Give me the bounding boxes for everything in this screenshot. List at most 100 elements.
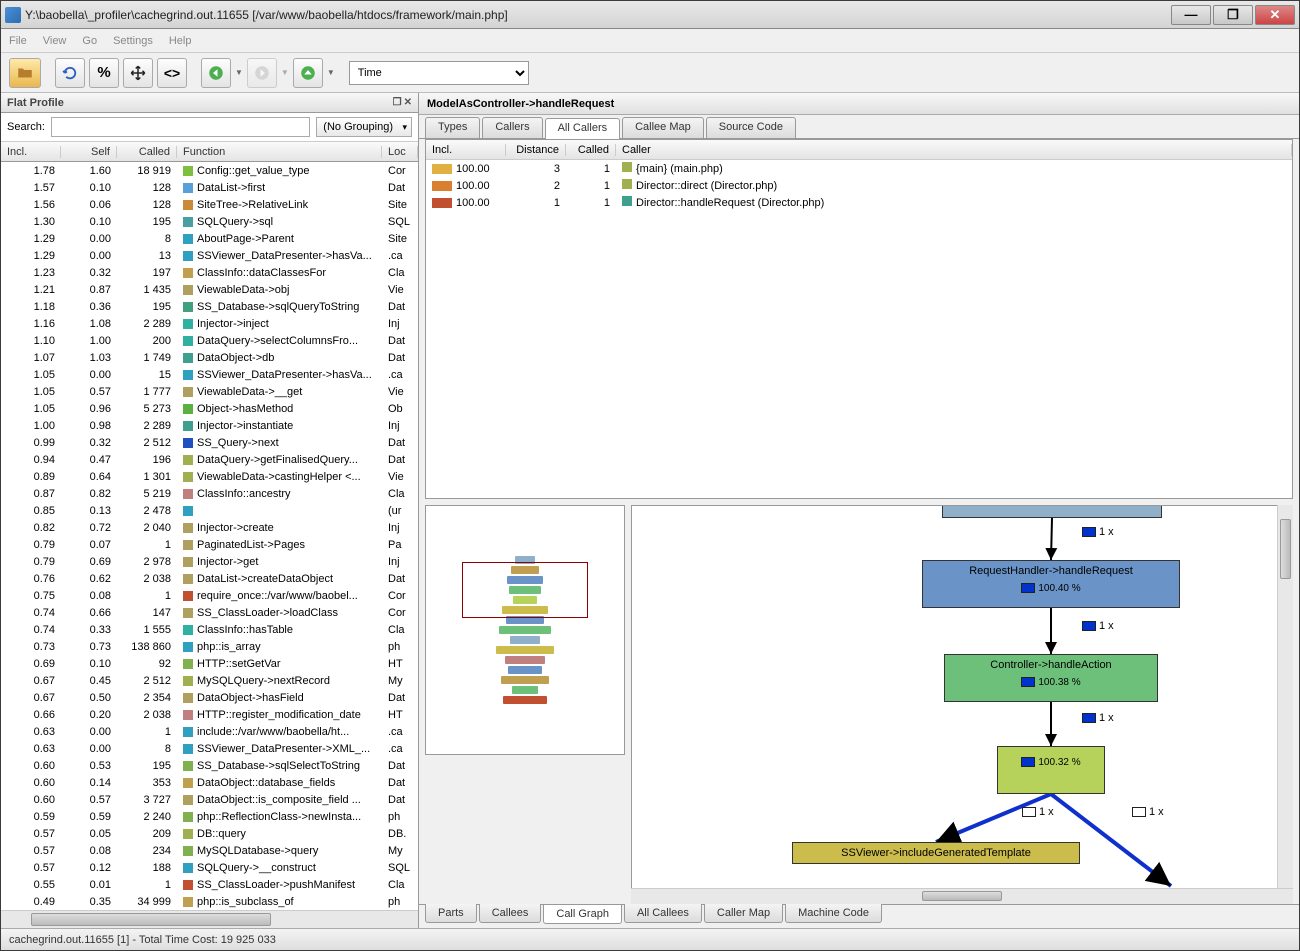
col-caller-name[interactable]: Caller [616,144,1292,156]
cost-type-select[interactable]: Time [349,61,529,85]
table-row[interactable]: 0.570.05209DB::queryDB. [1,825,418,842]
table-row[interactable]: 0.820.722 040Injector->create Inj [1,519,418,536]
col-function[interactable]: Function [177,146,382,158]
detach-icon[interactable]: ❐ [393,97,402,108]
maximize-button[interactable]: ❐ [1213,5,1253,25]
table-row[interactable]: 1.570.10128DataList->first Dat [1,179,418,196]
menu-file[interactable]: File [9,35,27,47]
table-row[interactable]: 0.730.73138 860php::is_arrayph [1,638,418,655]
caller-row[interactable]: 100.0031{main} (main.php) [426,160,1292,177]
table-row[interactable]: 0.630.001include::/var/www/baobella/ht..… [1,723,418,740]
percent-button[interactable]: % [89,58,119,88]
table-row[interactable]: 1.781.6018 919Config::get_value_typeCor [1,162,418,179]
table-row[interactable]: 0.750.081require_once::/var/www/baobel..… [1,587,418,604]
top-tabs: TypesCallersAll CallersCallee MapSource … [419,115,1299,139]
close-panel-icon[interactable]: ✕ [404,97,412,108]
table-row[interactable]: 0.990.322 512SS_Query->nextDat [1,434,418,451]
menu-go[interactable]: Go [82,35,97,47]
bottom-tab-machine-code[interactable]: Machine Code [785,904,882,923]
table-row[interactable]: 1.300.10195SQLQuery->sqlSQL [1,213,418,230]
col-self[interactable]: Self [61,146,117,158]
close-button[interactable]: ✕ [1255,5,1295,25]
table-row[interactable]: 0.590.592 240php::ReflectionClass->newIn… [1,808,418,825]
graph-node[interactable]: 100.32 % [997,746,1105,794]
table-row[interactable]: 0.600.14353DataObject::database_fields D… [1,774,418,791]
graph-node[interactable]: SSViewer->includeGeneratedTemplate [792,842,1080,864]
graph-node[interactable]: Controller->handleAction100.38 % [944,654,1158,702]
table-row[interactable]: 0.600.573 727DataObject::is_composite_fi… [1,791,418,808]
move-icon[interactable] [123,58,153,88]
tab-callers[interactable]: Callers [482,117,542,138]
table-row[interactable]: 1.210.871 435ViewableData->obj Vie [1,281,418,298]
table-row[interactable]: 1.071.031 749DataObject->db Dat [1,349,418,366]
search-input[interactable] [51,117,310,137]
grouping-select[interactable]: (No Grouping) [316,117,412,137]
open-button[interactable] [9,58,41,88]
call-graph[interactable]: RequestHandler->handleRequest100.40 % Con… [631,505,1277,888]
reload-button[interactable] [55,58,85,88]
bottom-tab-all-callees[interactable]: All Callees [624,904,702,923]
collapse-icon[interactable]: <> [157,58,187,88]
tab-all-callers[interactable]: All Callers [545,118,621,139]
table-row[interactable]: 1.161.082 289Injector->inject Inj [1,315,418,332]
forward-button[interactable] [247,58,277,88]
graph-node[interactable] [942,505,1162,518]
table-row[interactable]: 0.870.825 219ClassInfo::ancestry Cla [1,485,418,502]
table-row[interactable]: 0.490.3534 999php::is_subclass_ofph [1,893,418,910]
table-row[interactable]: 1.000.982 289Injector->instantiate Inj [1,417,418,434]
table-row[interactable]: 0.600.53195SS_Database->sqlSelectToStrin… [1,757,418,774]
table-row[interactable]: 0.740.66147SS_ClassLoader->loadClass Cor [1,604,418,621]
minimize-button[interactable]: — [1171,5,1211,25]
menu-view[interactable]: View [43,35,67,47]
table-row[interactable]: 0.550.011SS_ClassLoader->pushManifestCla [1,876,418,893]
table-row[interactable]: 1.290.0013SSViewer_DataPresenter->hasVa.… [1,247,418,264]
table-row[interactable]: 1.050.965 273Object->hasMethodOb [1,400,418,417]
flat-profile-body[interactable]: 1.781.6018 919Config::get_value_typeCor1… [1,162,418,910]
menu-help[interactable]: Help [169,35,192,47]
table-row[interactable]: 1.050.0015SSViewer_DataPresenter->hasVa.… [1,366,418,383]
col-incl[interactable]: Incl. [1,146,61,158]
minimap[interactable] [425,505,625,755]
table-row[interactable]: 0.630.008SSViewer_DataPresenter->XML_...… [1,740,418,757]
menu-settings[interactable]: Settings [113,35,153,47]
table-row[interactable]: 1.180.36195SS_Database->sqlQueryToString… [1,298,418,315]
bottom-tab-caller-map[interactable]: Caller Map [704,904,783,923]
table-row[interactable]: 1.230.32197ClassInfo::dataClassesFor Cla [1,264,418,281]
bottom-tab-call-graph[interactable]: Call Graph [543,905,622,924]
up-button[interactable] [293,58,323,88]
table-row[interactable]: 0.790.692 978Injector->get Inj [1,553,418,570]
table-row[interactable]: 1.290.008AboutPage->ParentSite [1,230,418,247]
graph-node[interactable]: RequestHandler->handleRequest100.40 % [922,560,1180,608]
h-scrollbar[interactable] [1,910,418,928]
tab-types[interactable]: Types [425,117,480,138]
table-row[interactable]: 0.670.502 354DataObject->hasField Dat [1,689,418,706]
table-row[interactable]: 0.670.452 512MySQLQuery->nextRecordMy [1,672,418,689]
tab-callee-map[interactable]: Callee Map [622,117,704,138]
graph-h-scrollbar[interactable] [631,888,1293,904]
graph-v-scrollbar[interactable] [1277,505,1293,888]
table-row[interactable]: 1.050.571 777ViewableData->__get Vie [1,383,418,400]
col-location[interactable]: Loc [382,146,418,158]
bottom-tab-callees[interactable]: Callees [479,904,542,923]
table-row[interactable]: 0.850.132 478(ur [1,502,418,519]
col-caller-called[interactable]: Called [566,144,616,156]
col-caller-distance[interactable]: Distance [506,144,566,156]
table-row[interactable]: 1.101.00200DataQuery->selectColumnsFro..… [1,332,418,349]
table-row[interactable]: 0.690.1092HTTP::setGetVarHT [1,655,418,672]
caller-row[interactable]: 100.0021Director::direct (Director.php) [426,177,1292,194]
table-row[interactable]: 0.940.47196DataQuery->getFinalisedQuery.… [1,451,418,468]
table-row[interactable]: 0.740.331 555ClassInfo::hasTableCla [1,621,418,638]
table-row[interactable]: 0.890.641 301ViewableData->castingHelper… [1,468,418,485]
col-caller-incl[interactable]: Incl. [426,144,506,156]
back-button[interactable] [201,58,231,88]
table-row[interactable]: 1.560.06128SiteTree->RelativeLink Site [1,196,418,213]
col-called[interactable]: Called [117,146,177,158]
table-row[interactable]: 0.790.071PaginatedList->Pages Pa [1,536,418,553]
table-row[interactable]: 0.570.08234MySQLDatabase->queryMy [1,842,418,859]
table-row[interactable]: 0.760.622 038DataList->createDataObject … [1,570,418,587]
tab-source-code[interactable]: Source Code [706,117,796,138]
bottom-tab-parts[interactable]: Parts [425,904,477,923]
caller-row[interactable]: 100.0011Director::handleRequest (Directo… [426,194,1292,211]
table-row[interactable]: 0.570.12188SQLQuery->__constructSQL [1,859,418,876]
table-row[interactable]: 0.660.202 038HTTP::register_modification… [1,706,418,723]
